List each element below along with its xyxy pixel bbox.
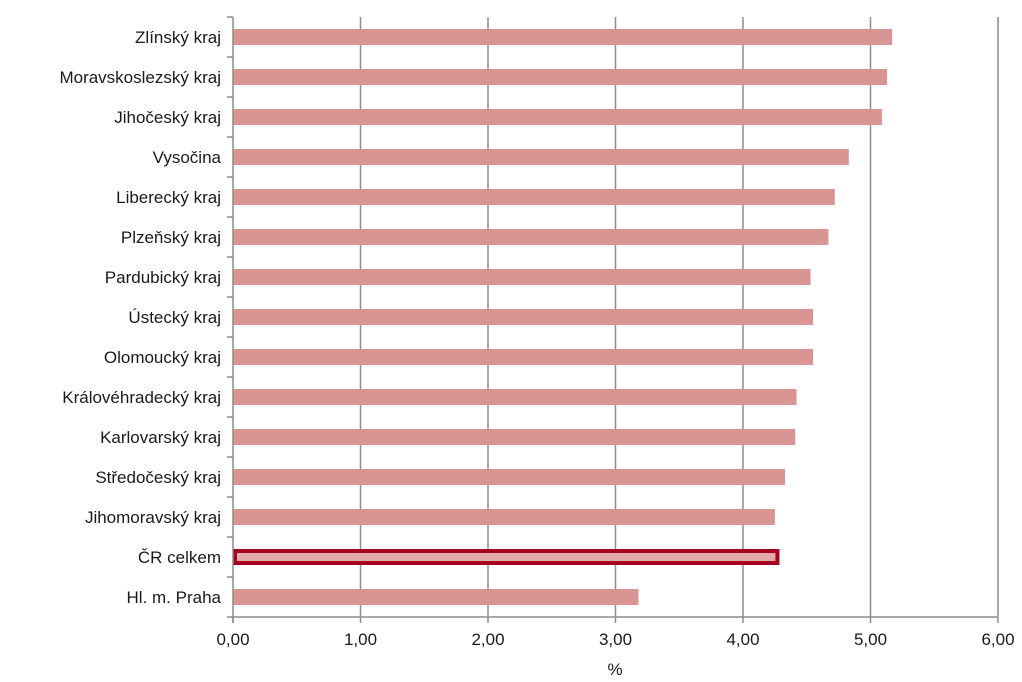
bar [233, 29, 892, 45]
category-label: Moravskoslezský kraj [59, 68, 221, 87]
bar [233, 509, 775, 525]
bar-highlight [235, 551, 777, 563]
category-label: Jihočeský kraj [114, 108, 221, 127]
category-label: Pardubický kraj [105, 268, 221, 287]
bar [233, 589, 638, 605]
bar [233, 269, 811, 285]
category-label: Olomoucký kraj [104, 348, 221, 367]
bar [233, 189, 835, 205]
x-tick-label: 6,00 [981, 630, 1014, 649]
category-label: Jihomoravský kraj [85, 508, 221, 527]
bar [233, 349, 813, 365]
bar [233, 69, 887, 85]
bar [233, 109, 882, 125]
category-label: Hl. m. Praha [127, 588, 222, 607]
bar [233, 149, 849, 165]
x-tick-label: 1,00 [344, 630, 377, 649]
bar [233, 469, 785, 485]
bar [233, 429, 795, 445]
x-tick-label: 3,00 [599, 630, 632, 649]
bar [233, 229, 828, 245]
tick-labels: 0,00 1,00 2,00 3,00 4,00 5,00 6,00 [216, 630, 1014, 649]
x-tick-label: 4,00 [726, 630, 759, 649]
category-label: Plzeňský kraj [121, 228, 221, 247]
category-label: Středočeský kraj [95, 468, 221, 487]
x-tick-label: 5,00 [854, 630, 887, 649]
category-label: Zlínský kraj [135, 28, 221, 47]
category-label: Královéhradecký kraj [62, 388, 221, 407]
bar [233, 389, 797, 405]
category-label: ČR celkem [138, 548, 221, 567]
category-label: Karlovarský kraj [100, 428, 221, 447]
x-tick-label: 0,00 [216, 630, 249, 649]
category-label: Liberecký kraj [116, 188, 221, 207]
bar [233, 309, 813, 325]
x-axis-title: % [607, 660, 622, 679]
category-label: Vysočina [153, 148, 222, 167]
x-tick-label: 2,00 [471, 630, 504, 649]
bars [233, 29, 892, 605]
category-labels: Zlínský kraj Moravskoslezský kraj Jihočesk… [59, 28, 221, 607]
category-label: Ústecký kraj [128, 308, 221, 327]
